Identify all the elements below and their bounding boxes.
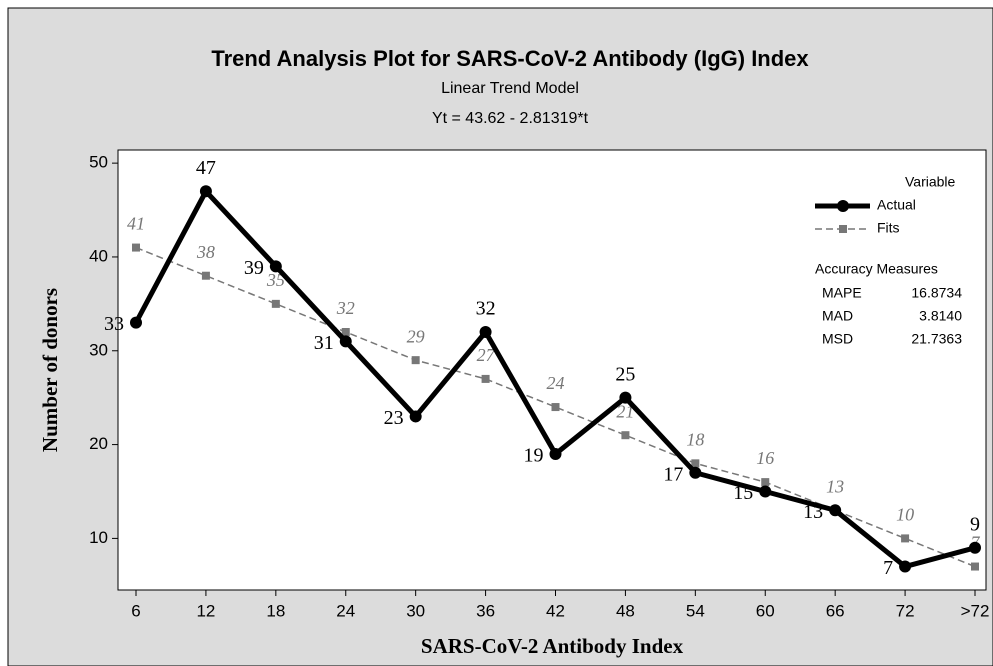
marker [479, 326, 492, 339]
data-label: 10 [896, 505, 914, 525]
marker [689, 466, 702, 479]
marker [271, 299, 280, 308]
marker [132, 243, 140, 252]
x-tick-label: 18 [266, 601, 285, 620]
accuracy-title: Accuracy Measures [815, 261, 938, 277]
marker [481, 374, 490, 383]
data-label: 39 [244, 257, 264, 279]
marker [761, 478, 770, 487]
accuracy-name: MAPE [822, 285, 862, 301]
x-tick-label: 66 [826, 601, 845, 620]
data-label: 13 [826, 476, 844, 496]
data-label: 17 [663, 463, 683, 485]
y-tick-label: 30 [89, 340, 108, 359]
data-label: 23 [384, 407, 404, 429]
marker [339, 335, 352, 348]
marker [409, 410, 422, 423]
marker [199, 185, 212, 198]
data-label: 29 [407, 326, 425, 346]
x-tick-label: 42 [546, 601, 565, 620]
marker [201, 271, 210, 280]
accuracy-name: MSD [822, 331, 853, 347]
data-label: 13 [803, 501, 823, 523]
y-tick-label: 10 [89, 528, 108, 547]
marker [691, 459, 700, 468]
marker [551, 403, 560, 412]
x-tick-label: 6 [131, 601, 140, 620]
x-tick-label: 48 [616, 601, 635, 620]
data-label: 18 [686, 429, 704, 449]
chart-title: Trend Analysis Plot for SARS-CoV-2 Antib… [211, 46, 809, 71]
legend-marker [837, 200, 849, 212]
accuracy-value: 21.7363 [911, 331, 962, 347]
marker [411, 356, 420, 365]
accuracy-value: 16.8734 [911, 285, 962, 301]
marker [759, 485, 772, 498]
data-label: 7 [883, 557, 893, 579]
x-tick-label: 24 [336, 601, 355, 620]
legend-label: Actual [877, 197, 916, 213]
data-label: 47 [196, 157, 216, 179]
legend-title: Variable [905, 174, 956, 190]
data-label: 16 [756, 448, 774, 468]
data-label: 38 [196, 242, 215, 262]
x-tick-label: 54 [686, 601, 705, 620]
marker [899, 560, 912, 573]
marker [829, 504, 842, 517]
legend-marker [839, 225, 847, 233]
x-tick-label: 12 [196, 601, 215, 620]
data-label: 25 [615, 363, 635, 385]
data-label: 41 [127, 214, 145, 234]
marker [269, 260, 282, 273]
x-tick-label: 72 [896, 601, 915, 620]
x-tick-label: 36 [476, 601, 495, 620]
marker [971, 562, 979, 571]
y-tick-label: 50 [89, 153, 108, 172]
data-label: 27 [477, 345, 496, 365]
data-label: 19 [524, 445, 544, 467]
marker [341, 328, 350, 337]
data-label: 15 [733, 482, 753, 504]
data-label: 33 [104, 313, 124, 335]
data-label: 32 [336, 298, 355, 318]
data-label: 35 [266, 270, 285, 290]
y-axis-label: Number of donors [38, 288, 62, 452]
data-label: 21 [616, 401, 634, 421]
x-axis-label: SARS-CoV-2 Antibody Index [421, 634, 684, 658]
data-label: 9 [970, 513, 980, 535]
accuracy-name: MAD [822, 308, 853, 324]
data-label: 31 [314, 332, 334, 354]
x-tick-label: 60 [756, 601, 775, 620]
legend-label: Fits [877, 220, 900, 236]
marker [619, 391, 632, 404]
chart-subtitle: Linear Trend Model [441, 80, 579, 97]
y-tick-label: 20 [89, 434, 108, 453]
x-tick-label: 30 [406, 601, 425, 620]
data-label: 24 [547, 373, 565, 393]
equation: Yt = 43.62 - 2.81319*t [432, 110, 589, 127]
data-label: 32 [476, 298, 496, 320]
x-tick-label: >72 [961, 601, 990, 620]
marker [549, 447, 562, 460]
marker [969, 541, 981, 554]
marker [621, 431, 630, 440]
marker [901, 534, 910, 543]
marker [130, 316, 142, 329]
y-tick-label: 40 [89, 246, 108, 265]
accuracy-value: 3.8140 [919, 308, 962, 324]
